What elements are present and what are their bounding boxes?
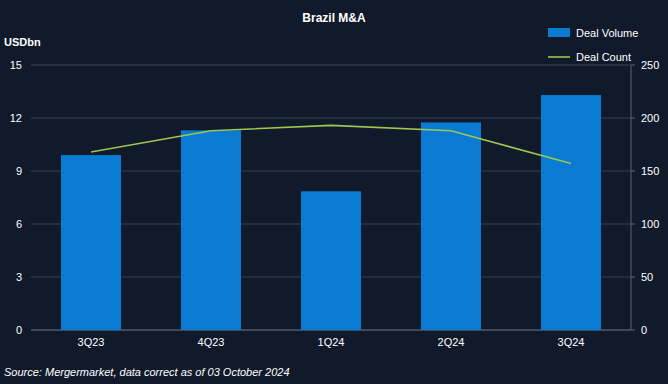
bar <box>301 191 361 330</box>
y2-tick-label: 0 <box>641 324 647 336</box>
title: Brazil M&A <box>302 11 366 25</box>
background <box>0 0 668 384</box>
y-axis-label: USDbn <box>4 36 41 48</box>
y2-tick-label: 50 <box>641 271 653 283</box>
x-tick-label: 2Q24 <box>438 336 465 348</box>
y-tick-label: 15 <box>10 59 22 71</box>
legend-label: Deal Volume <box>576 27 638 39</box>
y-tick-label: 3 <box>16 271 22 283</box>
x-tick-label: 3Q23 <box>78 336 105 348</box>
line <box>91 125 571 163</box>
y2-tick-label: 150 <box>641 165 659 177</box>
legend-swatch <box>548 56 570 58</box>
y2-tick-label: 100 <box>641 218 659 230</box>
x-tick-label: 1Q24 <box>318 336 345 348</box>
bar <box>181 130 241 330</box>
legend-label: Deal Count <box>576 51 631 63</box>
y2-tick <box>631 118 635 119</box>
bar <box>541 95 601 330</box>
bar <box>61 155 121 330</box>
y2-tick <box>631 330 635 331</box>
bar <box>421 122 481 330</box>
legend-swatch <box>548 28 570 37</box>
y-tick-label: 12 <box>10 112 22 124</box>
y-tick-label: 0 <box>16 324 22 336</box>
y2-tick <box>631 65 635 66</box>
y2-tick <box>631 171 635 172</box>
plot-area <box>61 95 601 330</box>
y2-tick <box>631 277 635 278</box>
x-tick-label: 4Q23 <box>198 336 225 348</box>
x-tick-label: 3Q24 <box>558 336 585 348</box>
y2-tick-label: 200 <box>641 112 659 124</box>
y-tick-label: 6 <box>16 218 22 230</box>
y2-tick <box>631 224 635 225</box>
y2-axis-line <box>631 65 632 330</box>
chart: Brazil M&AUSDbn036912150501001502002503Q… <box>0 0 668 384</box>
source: Source: Mergermarket, data correct as of… <box>4 366 290 378</box>
y-tick-label: 9 <box>16 165 22 177</box>
y2-tick-label: 250 <box>641 59 659 71</box>
grid-line <box>31 65 631 66</box>
